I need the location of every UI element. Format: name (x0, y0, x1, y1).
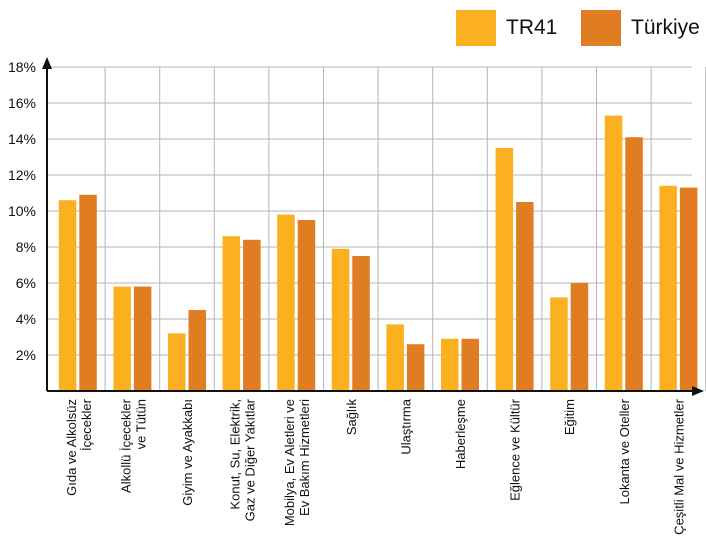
y-tick-label: 4% (16, 311, 36, 327)
x-axis-arrow (692, 386, 704, 396)
x-tick-label: Lokanta ve Oteller (617, 398, 632, 504)
bar-tr41 (113, 286, 131, 391)
x-tick-label: Giyim ve Ayakkabı (180, 399, 195, 506)
y-tick-label: 16% (8, 95, 36, 111)
bar-turkiye (461, 338, 479, 391)
bar-turkiye (406, 344, 425, 391)
x-tick-label: Eğitim (562, 399, 577, 435)
bar-turkiye (352, 256, 370, 391)
y-tick-label: 10% (8, 203, 36, 219)
bar-turkiye (570, 283, 589, 391)
legend-label-tr41: TR41 (506, 16, 558, 39)
bar-turkiye (679, 187, 698, 391)
bar-tr41 (441, 338, 459, 391)
y-axis-arrow (42, 57, 52, 69)
x-tick-label: Eğlence ve Kültür (508, 398, 523, 501)
bar-tr41 (604, 115, 623, 391)
bar-turkiye (188, 310, 206, 391)
y-tick-label: 12% (8, 167, 36, 183)
x-tick-label: Gıda ve Alkolsüzİçecekler (64, 398, 94, 495)
legend-swatch-tr41 (456, 10, 496, 46)
x-tick-label: Konut, Su, Elektrik,Gaz ve Diğer Yakıtla… (228, 398, 258, 521)
bar-turkiye (625, 137, 643, 391)
bar-tr41 (222, 236, 241, 391)
x-tick-label: Alkollü İçeceklerve Tütün (118, 398, 148, 493)
bar-turkiye (243, 239, 261, 391)
bar-tr41 (58, 200, 77, 391)
bar-turkiye (79, 194, 97, 391)
bar-tr41 (659, 185, 677, 391)
y-tick-label: 6% (16, 275, 36, 291)
legend: TR41 Türkiye (0, 10, 706, 46)
x-tick-label: Mobilya, Ev Aletleri veEv Bakım Hizmetle… (282, 399, 312, 526)
bar-tr41 (386, 324, 404, 391)
legend-label-turkiye: Türkiye (631, 16, 700, 39)
y-tick-label: 18% (8, 59, 36, 75)
legend-item-tr41: TR41 (456, 10, 557, 46)
bar-tr41 (550, 297, 568, 391)
bar-tr41 (331, 248, 350, 391)
x-tick-label: Ulaştırma (398, 398, 413, 454)
bar-turkiye (297, 220, 316, 391)
y-tick-label: 2% (16, 347, 36, 363)
x-tick-label: Sağlık (344, 399, 359, 436)
x-tick-label: Çeşitli Mal ve Hizmetler (671, 398, 686, 534)
bar-turkiye (133, 286, 152, 391)
y-tick-label: 14% (8, 131, 36, 147)
legend-item-turkiye: Türkiye (581, 10, 700, 46)
y-tick-label: 8% (16, 239, 36, 255)
x-tick-label: Haberleşme (453, 399, 468, 469)
bar-tr41 (495, 148, 514, 391)
bar-turkiye (516, 202, 534, 391)
bar-tr41 (277, 214, 295, 391)
bar-tr41 (168, 333, 186, 391)
legend-swatch-turkiye (581, 10, 621, 46)
